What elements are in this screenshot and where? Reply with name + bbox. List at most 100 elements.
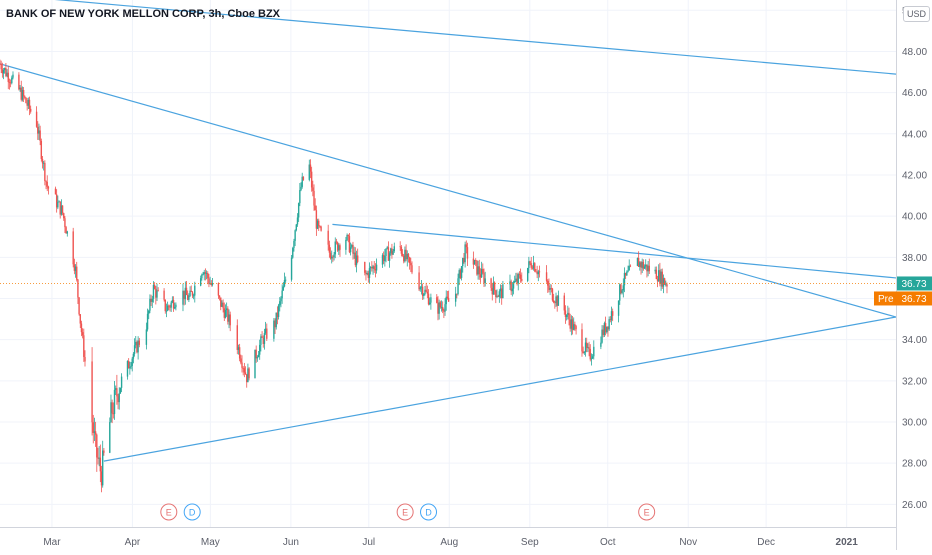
candle-body[interactable] [345, 239, 347, 250]
candle-body[interactable] [170, 302, 172, 308]
candle-body[interactable] [42, 162, 45, 164]
candle-body[interactable] [636, 257, 639, 266]
candle-body[interactable] [563, 295, 565, 311]
candle-body[interactable] [220, 297, 222, 307]
candle-body[interactable] [227, 308, 229, 322]
candle-body[interactable] [146, 313, 149, 330]
candle-body[interactable] [583, 352, 586, 353]
candle-body[interactable] [472, 258, 475, 265]
candle-body[interactable] [264, 328, 267, 334]
candle-body[interactable] [93, 431, 96, 433]
candle-body[interactable] [211, 283, 214, 285]
candle-body[interactable] [148, 310, 150, 314]
candle-body[interactable] [296, 217, 299, 225]
candle-body[interactable] [41, 158, 44, 164]
candle-body[interactable] [302, 176, 305, 180]
candle-body[interactable] [165, 310, 168, 312]
candle-body[interactable] [408, 257, 411, 264]
candle-body[interactable] [393, 246, 395, 252]
candle-body[interactable] [603, 323, 606, 335]
candles[interactable] [0, 59, 668, 493]
candle-body[interactable] [327, 230, 329, 245]
candle-body[interactable] [236, 325, 238, 350]
candle-body[interactable] [7, 72, 9, 82]
candle-body[interactable] [484, 278, 486, 284]
candle-body[interactable] [658, 270, 660, 282]
candle-body[interactable] [301, 176, 303, 187]
candle-body[interactable] [482, 268, 484, 273]
candle-body[interactable] [188, 296, 190, 300]
candle-body[interactable] [495, 290, 497, 298]
candle-body[interactable] [228, 314, 230, 322]
candle-body[interactable] [299, 190, 301, 204]
candle-body[interactable] [515, 278, 517, 282]
candle-body[interactable] [110, 402, 112, 423]
candle-body[interactable] [276, 312, 279, 317]
candle-body[interactable] [637, 257, 640, 267]
candle-body[interactable] [501, 288, 503, 299]
candle-body[interactable] [63, 213, 65, 219]
candle-body[interactable] [590, 358, 593, 360]
candle-body[interactable] [152, 284, 155, 299]
candle-body[interactable] [628, 265, 630, 271]
candle-body[interactable] [135, 341, 137, 346]
candle-body[interactable] [60, 205, 63, 215]
candle-body[interactable] [445, 296, 447, 305]
candle-body[interactable] [80, 323, 83, 333]
candle-body[interactable] [44, 162, 46, 181]
candle-body[interactable] [203, 272, 205, 275]
candle-body[interactable] [624, 272, 627, 276]
candle-body[interactable] [202, 274, 204, 276]
candle-body[interactable] [335, 241, 338, 243]
candle-body[interactable] [372, 266, 374, 269]
candle-body[interactable] [639, 262, 641, 267]
candle-body[interactable] [642, 261, 645, 269]
candle-body[interactable] [275, 312, 277, 328]
candle-body[interactable] [620, 284, 622, 293]
candle-body[interactable] [627, 270, 629, 272]
candle-body[interactable] [477, 266, 479, 275]
candle-body[interactable] [426, 291, 429, 294]
candle-body[interactable] [114, 388, 117, 390]
candle-body[interactable] [352, 244, 354, 254]
candle-body[interactable] [480, 268, 483, 278]
candle-body[interactable] [294, 230, 296, 241]
candle-body[interactable] [8, 81, 11, 83]
candle-body[interactable] [295, 224, 298, 231]
candle-body[interactable] [593, 346, 595, 357]
candle-body[interactable] [207, 273, 209, 279]
candle-body[interactable] [509, 281, 511, 285]
candle-body[interactable] [492, 282, 495, 295]
trendline[interactable] [103, 316, 897, 462]
candle-body[interactable] [463, 257, 465, 263]
candle-body[interactable] [479, 274, 482, 278]
dividend-marker[interactable]: D [183, 503, 201, 521]
candle-body[interactable] [138, 340, 141, 345]
candle-body[interactable] [26, 102, 28, 106]
candle-body[interactable] [465, 244, 467, 248]
candle-body[interactable] [458, 270, 460, 279]
candle-body[interactable] [204, 272, 207, 274]
candle-body[interactable] [37, 126, 39, 134]
candle-body[interactable] [74, 266, 77, 271]
candle-body[interactable] [438, 302, 440, 314]
candle-body[interactable] [425, 289, 427, 292]
candle-body[interactable] [348, 236, 351, 253]
candle-body[interactable] [622, 285, 625, 291]
candle-body[interactable] [407, 253, 410, 258]
candle-body[interactable] [308, 164, 310, 180]
candle-body[interactable] [656, 279, 659, 282]
candle-body[interactable] [608, 319, 610, 330]
candle-body[interactable] [257, 354, 260, 358]
candle-body[interactable] [382, 255, 385, 262]
candle-body[interactable] [643, 266, 646, 269]
candle-body[interactable] [102, 450, 104, 486]
candle-body[interactable] [65, 227, 67, 234]
candle-body[interactable] [40, 140, 43, 159]
candle-body[interactable] [92, 422, 94, 433]
candle-body[interactable] [444, 304, 446, 312]
candle-body[interactable] [510, 281, 512, 292]
candle-body[interactable] [346, 234, 348, 240]
candle-body[interactable] [418, 272, 420, 290]
